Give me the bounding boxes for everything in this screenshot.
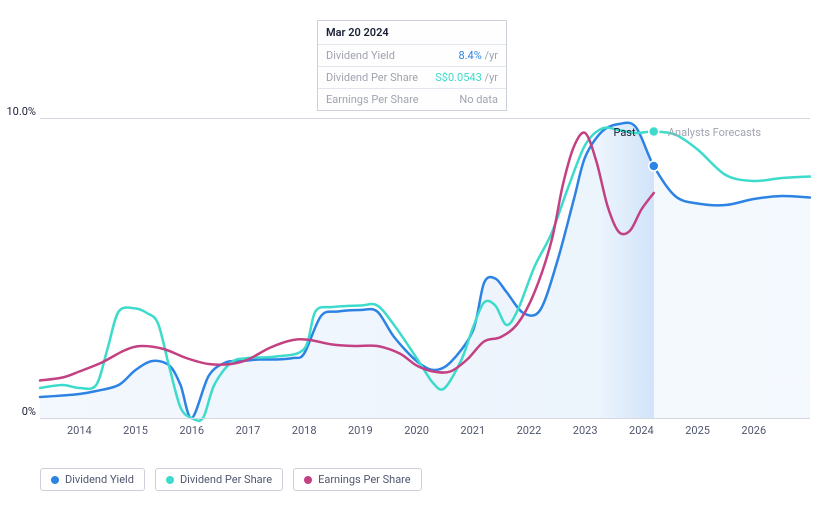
- x-axis-label: 2016: [179, 424, 204, 437]
- legend-dot: [166, 476, 174, 484]
- gridline: [40, 118, 810, 119]
- y-axis-label: 0%: [0, 405, 36, 418]
- x-axis-label: 2018: [292, 424, 317, 437]
- gridline: [40, 418, 810, 419]
- chart-svg: [40, 118, 810, 418]
- legend-item-dividend_yield[interactable]: Dividend Yield: [40, 468, 145, 491]
- legend-label: Earnings Per Share: [318, 473, 411, 486]
- x-axis-label: 2020: [404, 424, 429, 437]
- tooltip-value: No data: [459, 93, 498, 106]
- tooltip-label: Earnings Per Share: [326, 93, 419, 106]
- x-axis-label: 2022: [517, 424, 542, 437]
- marker-dividend_per_share: [649, 127, 659, 137]
- x-axis-label: 2019: [348, 424, 373, 437]
- tooltip-label: Dividend Yield: [326, 49, 395, 62]
- forecast-label: Analysts Forecasts: [668, 126, 761, 139]
- plot-area[interactable]: 10.0%0%201420152016201720182019202020212…: [40, 118, 810, 418]
- x-axis-label: 2014: [67, 424, 92, 437]
- legend-dot: [51, 476, 59, 484]
- legend-dot: [304, 476, 312, 484]
- x-axis-label: 2021: [460, 424, 485, 437]
- legend-item-earnings_per_share[interactable]: Earnings Per Share: [293, 468, 422, 491]
- tooltip-row: Earnings Per Share No data: [318, 89, 506, 110]
- tooltip-value: S$0.0543 /yr: [435, 71, 498, 84]
- area-dividend_yield: [40, 123, 810, 418]
- tooltip-row: Dividend Per Share S$0.0543 /yr: [318, 67, 506, 89]
- legend-item-dividend_per_share[interactable]: Dividend Per Share: [155, 468, 283, 491]
- x-axis-label: 2015: [123, 424, 148, 437]
- tooltip-value: 8.4% /yr: [458, 49, 498, 62]
- x-axis-label: 2023: [573, 424, 598, 437]
- marker-dividend_yield: [649, 161, 659, 171]
- legend-label: Dividend Yield: [65, 473, 134, 486]
- legend-label: Dividend Per Share: [180, 473, 272, 486]
- x-axis-label: 2024: [629, 424, 654, 437]
- y-axis-label: 10.0%: [0, 105, 36, 118]
- past-label: Past: [613, 126, 635, 139]
- x-axis-label: 2017: [236, 424, 261, 437]
- hover-tooltip: Mar 20 2024 Dividend Yield8.4% /yrDivide…: [317, 20, 507, 111]
- tooltip-date: Mar 20 2024: [318, 21, 506, 45]
- tooltip-row: Dividend Yield 8.4% /yr: [318, 45, 506, 67]
- legend: Dividend Yield Dividend Per Share Earnings…: [40, 468, 422, 491]
- x-axis-label: 2025: [685, 424, 710, 437]
- tooltip-label: Dividend Per Share: [326, 71, 418, 84]
- x-axis-label: 2026: [741, 424, 766, 437]
